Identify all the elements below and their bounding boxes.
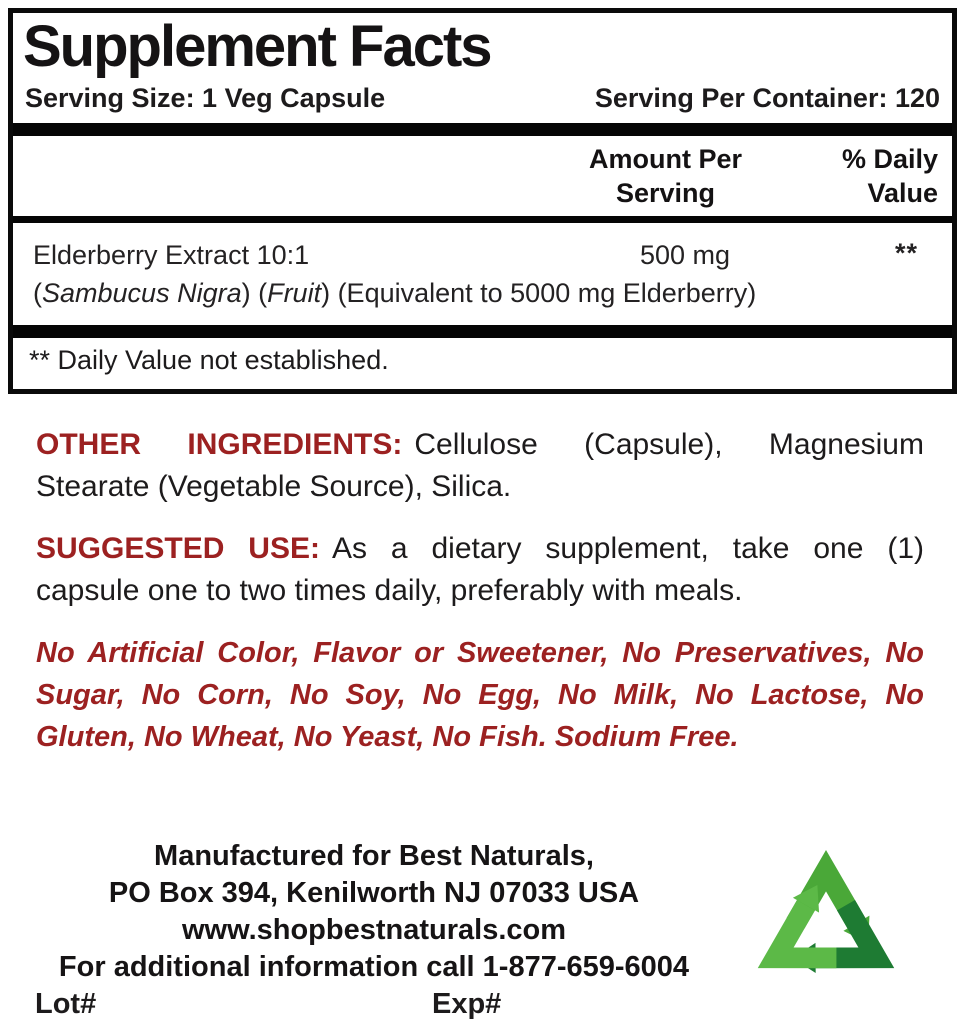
address-line: PO Box 394, Kenilworth NJ 07033 USA <box>108 877 640 909</box>
ingredient-detail: (Sambucus Nigra) (Fruit) (Equivalent to … <box>33 274 930 312</box>
ingredient-daily-value: ** <box>894 238 918 269</box>
ingredient-main-line: Elderberry Extract 10:1 500 mg ** <box>33 236 930 274</box>
percent-daily-value-header: % Daily Value <box>773 142 938 210</box>
suggested-use-section: SUGGESTED USE: As a dietary supplement, t… <box>36 528 924 612</box>
dv-header-line1: % Daily <box>841 144 938 175</box>
recycle-icon <box>757 849 895 973</box>
ingredient-amount: 500 mg <box>640 240 731 271</box>
free-of-claims: No Artificial Color, Flavor or Sweetener… <box>36 637 924 753</box>
suggested-use-label: SUGGESTED USE: <box>36 532 320 565</box>
daily-value-footnote: ** Daily Value not established. <box>29 345 389 376</box>
plant-part: Fruit <box>267 278 322 309</box>
detail-paren: ( <box>33 278 42 309</box>
botanical-name: Sambucus Nigra <box>42 278 242 309</box>
exp-number-label: Exp# <box>432 988 502 1020</box>
amount-header-line2: Serving <box>615 178 716 209</box>
amount-per-serving-header: Amount Per Serving <box>558 142 773 210</box>
other-ingredients-label: OTHER INGREDIENTS: <box>36 428 403 461</box>
other-ingredients-text: Cellulose (Capsule), Magnesium Stearate … <box>36 428 924 503</box>
other-ingredients-section: OTHER INGREDIENTS: Cellulose (Capsule), M… <box>36 424 924 508</box>
manufactured-for-line: Manufactured for Best Naturals, <box>154 840 594 872</box>
amount-header-line1: Amount Per <box>588 144 742 175</box>
divider-medium <box>13 216 952 224</box>
servings-per-container: Serving Per Container: 120 <box>594 83 940 114</box>
lot-number-label: Lot# <box>35 988 97 1020</box>
manufacturer-info: Manufactured for Best Naturals, PO Box 3… <box>0 838 748 986</box>
supplement-facts-title: Supplement Facts <box>23 14 493 79</box>
detail-paren: ) ( <box>241 278 268 309</box>
equivalence-note: ) (Equivalent to 5000 mg Elderberry) <box>321 278 757 309</box>
phone-line: For additional information call 1-877-65… <box>58 951 690 983</box>
column-headers: Amount Per Serving % Daily Value <box>13 136 952 216</box>
website-line: www.shopbestnaturals.com <box>181 914 567 946</box>
supplement-facts-panel: Supplement Facts Serving Size: 1 Veg Cap… <box>8 8 957 394</box>
divider-thick-bottom <box>13 325 952 339</box>
divider-thick-top <box>13 123 952 137</box>
dv-header-line2: Value <box>867 178 938 209</box>
ingredient-name: Elderberry Extract 10:1 <box>33 240 310 271</box>
ingredient-row: Elderberry Extract 10:1 500 mg ** (Sambu… <box>13 223 952 325</box>
serving-row: Serving Size: 1 Veg Capsule Serving Per … <box>25 83 940 114</box>
suggested-use-text: As a dietary supplement, take one (1) ca… <box>36 532 924 607</box>
serving-size: Serving Size: 1 Veg Capsule <box>25 83 386 114</box>
